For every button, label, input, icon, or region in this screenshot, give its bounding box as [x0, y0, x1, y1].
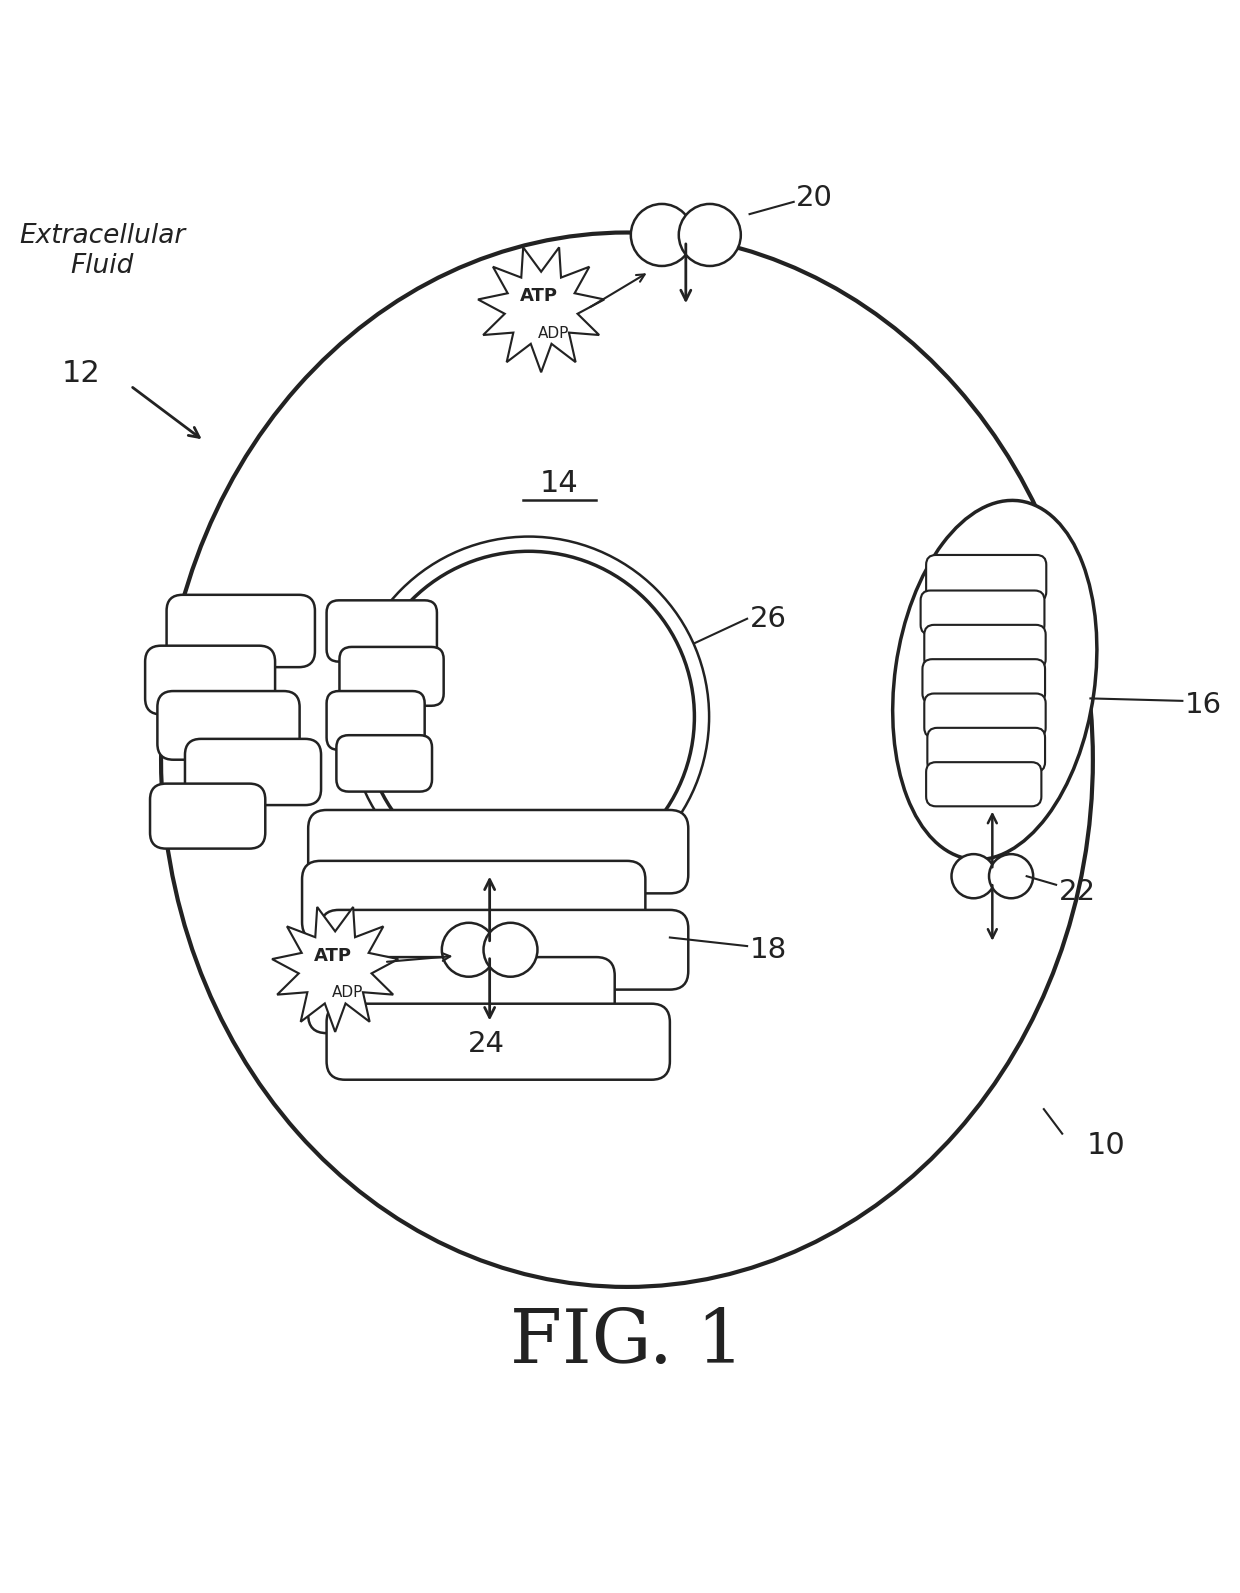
Circle shape: [990, 854, 1033, 898]
Ellipse shape: [893, 500, 1097, 860]
Text: FIG. 1: FIG. 1: [510, 1306, 744, 1378]
Polygon shape: [479, 247, 604, 373]
Text: ATP: ATP: [520, 287, 558, 306]
FancyBboxPatch shape: [166, 594, 315, 667]
Circle shape: [678, 204, 740, 266]
FancyBboxPatch shape: [303, 860, 645, 940]
Text: ADP: ADP: [538, 325, 569, 341]
Text: ADP: ADP: [332, 984, 363, 1000]
Circle shape: [363, 551, 694, 883]
FancyBboxPatch shape: [326, 691, 424, 750]
Circle shape: [348, 537, 709, 897]
Text: 14: 14: [541, 470, 579, 499]
Text: ATP: ATP: [314, 946, 352, 965]
Circle shape: [484, 922, 537, 977]
Text: Extracellular
Fluid: Extracellular Fluid: [19, 223, 185, 279]
Text: 12: 12: [62, 358, 100, 389]
Text: 20: 20: [796, 185, 833, 212]
Polygon shape: [272, 906, 398, 1032]
Circle shape: [631, 204, 693, 266]
FancyBboxPatch shape: [326, 1004, 670, 1080]
FancyBboxPatch shape: [150, 784, 265, 849]
FancyBboxPatch shape: [926, 554, 1047, 602]
Text: 22: 22: [1059, 878, 1096, 906]
Circle shape: [441, 922, 496, 977]
FancyBboxPatch shape: [309, 809, 688, 894]
Ellipse shape: [161, 233, 1092, 1287]
FancyBboxPatch shape: [145, 645, 275, 714]
FancyBboxPatch shape: [309, 957, 615, 1034]
FancyBboxPatch shape: [320, 910, 688, 989]
Text: 16: 16: [1185, 690, 1221, 718]
Text: 10: 10: [1086, 1131, 1126, 1160]
FancyBboxPatch shape: [926, 761, 1042, 806]
FancyBboxPatch shape: [326, 601, 436, 661]
FancyBboxPatch shape: [920, 591, 1044, 634]
FancyBboxPatch shape: [924, 624, 1045, 669]
FancyBboxPatch shape: [157, 691, 300, 760]
FancyBboxPatch shape: [924, 693, 1045, 738]
FancyBboxPatch shape: [928, 728, 1045, 773]
FancyBboxPatch shape: [336, 736, 432, 792]
Text: 26: 26: [749, 605, 786, 632]
Text: 24: 24: [467, 1031, 505, 1058]
FancyBboxPatch shape: [340, 647, 444, 706]
Circle shape: [951, 854, 996, 898]
FancyBboxPatch shape: [923, 660, 1045, 704]
FancyBboxPatch shape: [185, 739, 321, 804]
Text: 18: 18: [749, 935, 787, 964]
